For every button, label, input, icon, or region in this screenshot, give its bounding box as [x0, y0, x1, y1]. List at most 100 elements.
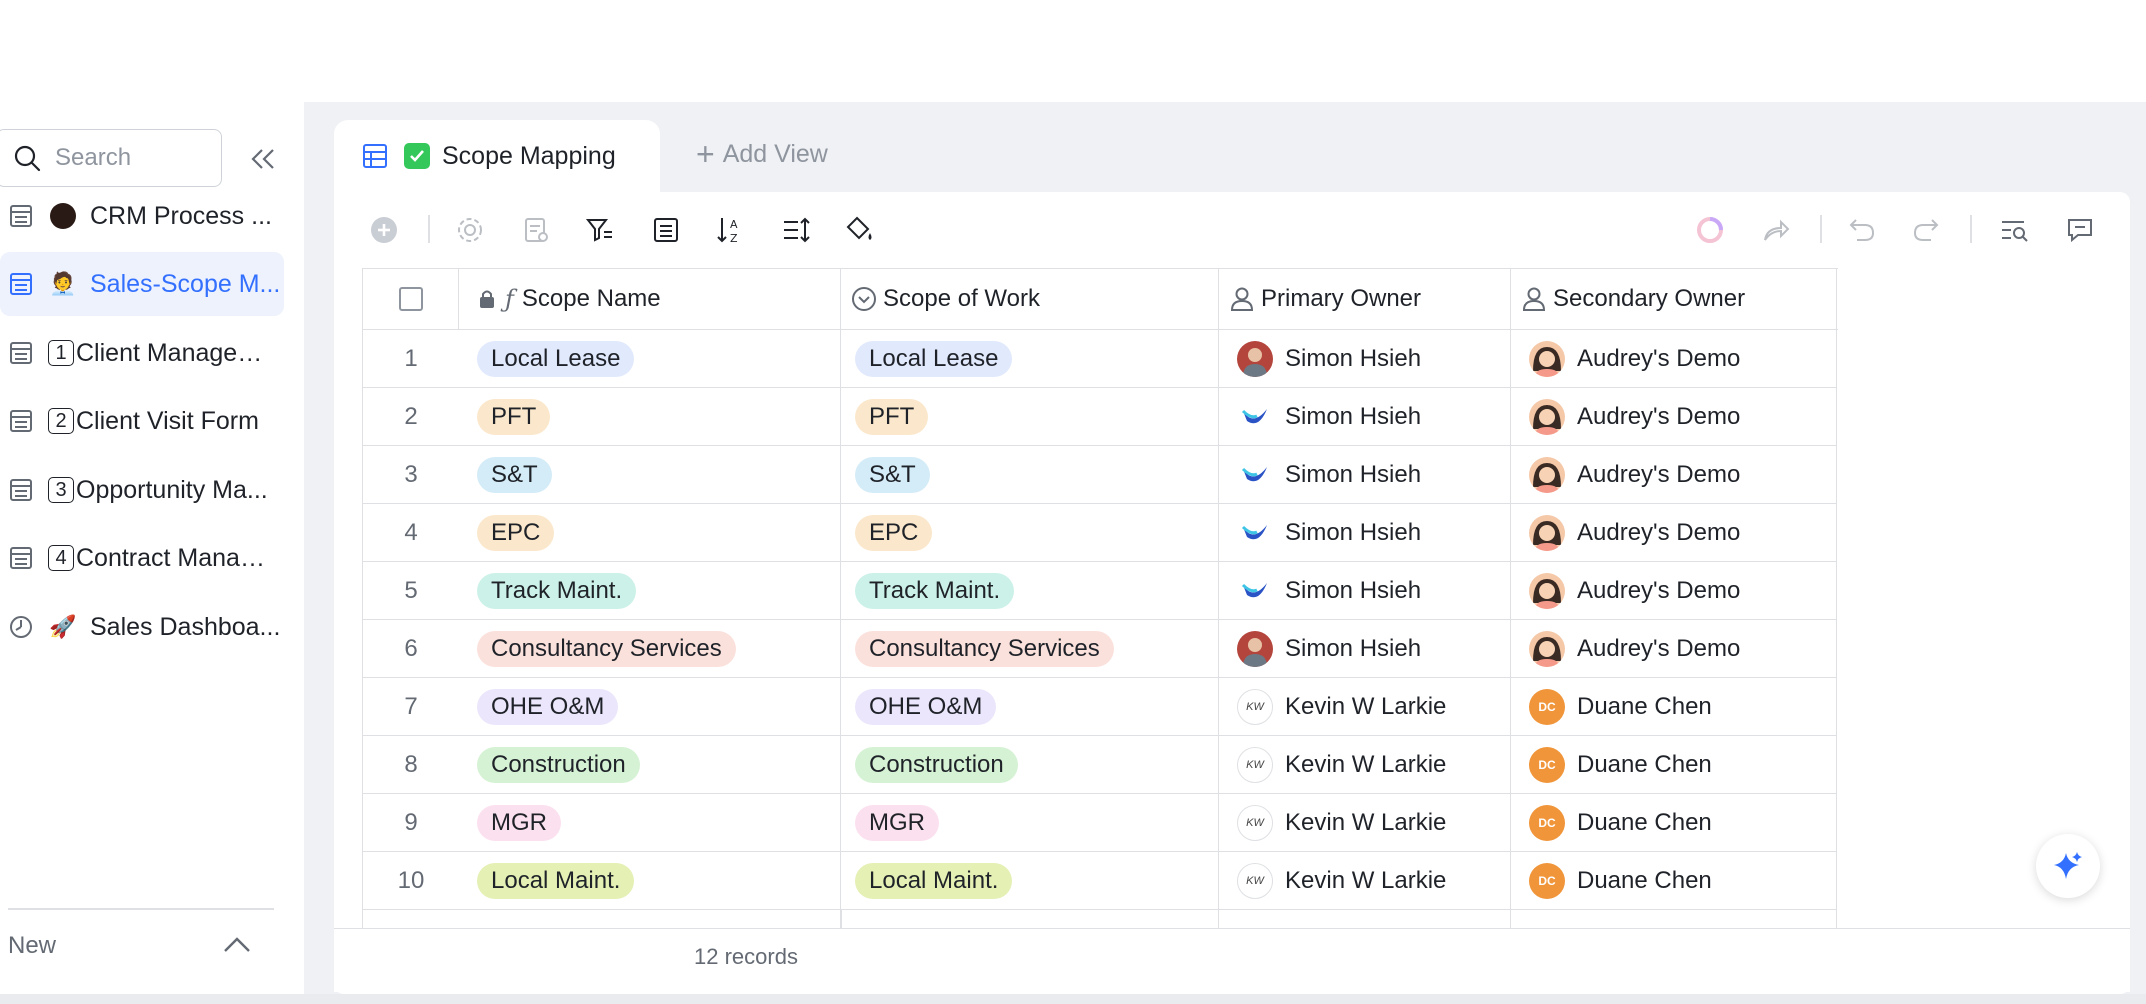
primary-owner-cell[interactable]: Simon Hsieh: [1219, 620, 1511, 678]
select-all-checkbox[interactable]: [363, 269, 459, 329]
primary-owner-cell[interactable]: KW Kevin W Larkie: [1219, 678, 1511, 736]
scope-name-cell[interactable]: PFT: [459, 388, 841, 446]
primary-owner-cell[interactable]: Simon Hsieh: [1219, 330, 1511, 388]
primary-owner-cell[interactable]: KW Kevin W Larkie: [1219, 852, 1511, 910]
table-row[interactable]: 10 Local Maint. Local Maint. KW Kevin W Lark…: [363, 852, 1838, 910]
sidebar-item[interactable]: 🧑‍💼 Sales-Scope M...: [0, 252, 284, 316]
scope-of-work-cell[interactable]: Construction: [841, 736, 1219, 794]
secondary-owner-cell[interactable]: Audrey's Demo: [1511, 330, 1837, 388]
scope-tag: Local Maint.: [477, 862, 635, 899]
table-row[interactable]: 8 Construction Construction KW Kevin W Larki…: [363, 736, 1838, 794]
secondary-owner-cell[interactable]: Audrey's Demo: [1511, 446, 1837, 504]
row-number: 9: [363, 794, 459, 852]
table-row[interactable]: 3 S&T S&T Simon Hsieh Audrey's Demo: [363, 446, 1838, 504]
primary-owner-cell[interactable]: Simon Hsieh: [1219, 388, 1511, 446]
search-records-icon[interactable]: [1994, 210, 2034, 250]
sidebar-item[interactable]: 4 Contract Manag...: [0, 526, 284, 590]
scope-name-cell[interactable]: MGR: [459, 794, 841, 852]
column-header-secondary-owner[interactable]: Secondary Owner: [1511, 269, 1837, 329]
avatar: KW: [1237, 688, 1273, 725]
undo-icon[interactable]: [1842, 210, 1882, 250]
secondary-owner-cell[interactable]: Audrey's Demo: [1511, 620, 1837, 678]
secondary-owner-cell[interactable]: Audrey's Demo: [1511, 504, 1837, 562]
new-label[interactable]: New: [8, 932, 57, 959]
table-row[interactable]: 9 MGR MGR KW Kevin W Larkie DC Duane Chen: [363, 794, 1838, 852]
scope-of-work-cell[interactable]: S&T: [841, 446, 1219, 504]
sidebar-item[interactable]: CRM Process ...: [0, 184, 284, 248]
table-icon: [8, 203, 34, 229]
sidebar-item[interactable]: 2 Client Visit Form: [0, 389, 284, 453]
fill-color-icon[interactable]: [840, 210, 880, 250]
table-row[interactable]: 6 Consultancy Services Consultancy Service…: [363, 620, 1838, 678]
primary-owner-cell[interactable]: KW Kevin W Larkie: [1219, 794, 1511, 852]
secondary-owner-cell[interactable]: Audrey's Demo: [1511, 388, 1837, 446]
primary-owner-cell[interactable]: Simon Hsieh: [1219, 504, 1511, 562]
table-row[interactable]: 7 OHE O&M OHE O&M KW Kevin W Larkie DC Duane C…: [363, 678, 1838, 736]
primary-owner-cell[interactable]: Simon Hsieh: [1219, 562, 1511, 620]
scope-of-work-cell[interactable]: Track Maint.: [841, 562, 1219, 620]
chevron-up-icon[interactable]: [222, 934, 252, 959]
scope-name-cell[interactable]: EPC: [459, 504, 841, 562]
sidebar-divider: [8, 908, 274, 910]
scope-tag: Local Lease: [477, 340, 635, 377]
collapse-sidebar-button[interactable]: [246, 142, 280, 176]
scope-name-cell[interactable]: Local Lease: [459, 330, 841, 388]
owner-name: Simon Hsieh: [1285, 402, 1422, 430]
table-row[interactable]: 4 EPC EPC Simon Hsieh Audrey's Demo: [363, 504, 1838, 562]
secondary-owner-cell[interactable]: DC Duane Chen: [1511, 852, 1837, 910]
scope-tag: Construction: [477, 746, 640, 783]
scope-name-cell[interactable]: Construction: [459, 736, 841, 794]
scope-of-work-cell[interactable]: Local Lease: [841, 330, 1219, 388]
sidebar-item[interactable]: 🚀 Sales Dashboa...: [0, 595, 284, 659]
tab-scope-mapping[interactable]: Scope Mapping: [334, 120, 660, 192]
scope-of-work-cell[interactable]: Local Maint.: [841, 852, 1219, 910]
secondary-owner-cell[interactable]: DC Duane Chen: [1511, 794, 1837, 852]
grid-view-icon: [363, 144, 387, 168]
primary-owner-cell[interactable]: KW Kevin W Larkie: [1219, 736, 1511, 794]
secondary-owner-cell[interactable]: [1511, 910, 1837, 928]
scope-of-work-cell[interactable]: PFT: [841, 388, 1219, 446]
secondary-owner-cell[interactable]: DC Duane Chen: [1511, 678, 1837, 736]
sidebar-item[interactable]: 1 Client Managem...: [0, 321, 284, 385]
comment-icon[interactable]: [2060, 210, 2100, 250]
column-label: Secondary Owner: [1553, 285, 1746, 312]
table-row[interactable]: [363, 910, 1838, 928]
secondary-owner-cell[interactable]: Audrey's Demo: [1511, 562, 1837, 620]
scope-of-work-cell[interactable]: [841, 910, 1219, 928]
scope-name-cell[interactable]: OHE O&M: [459, 678, 841, 736]
scope-name-cell[interactable]: Local Maint.: [459, 852, 841, 910]
scope-name-cell[interactable]: Track Maint.: [459, 562, 841, 620]
column-header-scope-of-work[interactable]: Scope of Work: [841, 269, 1219, 329]
scope-name-cell[interactable]: Consultancy Services: [459, 620, 841, 678]
add-record-icon[interactable]: [364, 210, 404, 250]
filter-icon[interactable]: [580, 210, 620, 250]
settings-icon[interactable]: [450, 210, 490, 250]
scope-name-cell[interactable]: [459, 910, 841, 928]
scope-tag: PFT: [477, 398, 551, 435]
redo-icon[interactable]: [1906, 210, 1946, 250]
primary-owner-cell[interactable]: [1219, 910, 1511, 928]
group-icon[interactable]: [646, 210, 686, 250]
primary-owner-cell[interactable]: Simon Hsieh: [1219, 446, 1511, 504]
scope-tag: S&T: [477, 456, 552, 493]
scope-of-work-cell[interactable]: Consultancy Services: [841, 620, 1219, 678]
search-input[interactable]: Search: [0, 129, 222, 187]
form-icon[interactable]: [516, 210, 556, 250]
table-row[interactable]: 5 Track Maint. Track Maint. Simon Hsieh Audr…: [363, 562, 1838, 620]
table-row[interactable]: 2 PFT PFT Simon Hsieh Audrey's Demo: [363, 388, 1838, 446]
ai-assistant-button[interactable]: [2036, 834, 2100, 898]
add-view-button[interactable]: + Add View: [696, 138, 828, 170]
secondary-owner-cell[interactable]: DC Duane Chen: [1511, 736, 1837, 794]
scope-of-work-cell[interactable]: MGR: [841, 794, 1219, 852]
scope-tag: OHE O&M: [855, 688, 997, 725]
table-row[interactable]: 1 Local Lease Local Lease Simon Hsieh Audrey…: [363, 330, 1838, 388]
share-icon[interactable]: [1756, 210, 1796, 250]
scope-of-work-cell[interactable]: EPC: [841, 504, 1219, 562]
scope-of-work-cell[interactable]: OHE O&M: [841, 678, 1219, 736]
column-header-primary-owner[interactable]: Primary Owner: [1219, 269, 1511, 329]
scope-name-cell[interactable]: S&T: [459, 446, 841, 504]
sidebar-item[interactable]: 3 Opportunity Ma...: [0, 458, 284, 522]
column-header-scope-name[interactable]: ƒ Scope Name: [459, 269, 841, 329]
row-height-icon[interactable]: [776, 210, 816, 250]
